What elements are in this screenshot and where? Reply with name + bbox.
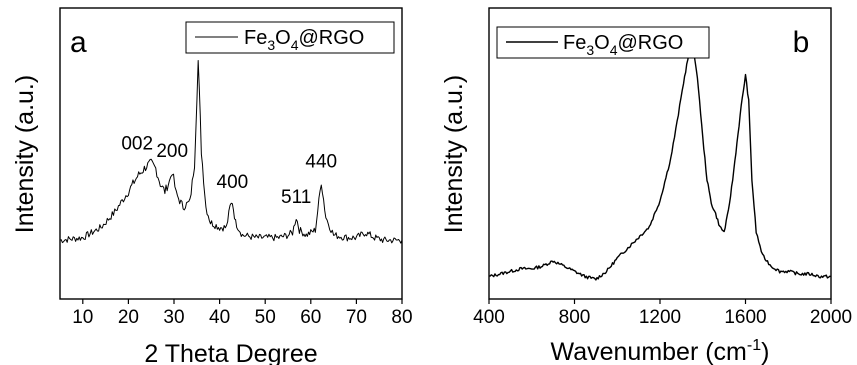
panel-a-plot-frame	[59, 7, 403, 300]
panel-b-x-ticks: 400 800 1200 1600 2000	[473, 299, 852, 328]
panel-a-legend-label: Fe3O4@RGO	[244, 27, 364, 53]
panel-a-peak-label: 440	[305, 151, 337, 172]
panel-b-x-tick-label: 2000	[810, 307, 852, 328]
panel-b-x-tick-label: 1600	[724, 307, 766, 328]
panel-b-x-tick-label: 400	[473, 307, 505, 328]
panel-b-y-axis-title: Intensity (a.u.)	[440, 75, 468, 233]
panel-b-series-line	[488, 46, 832, 281]
panel-b-legend: Fe3O4@RGO	[496, 26, 710, 59]
panel-a-peak-labels: 002200311400511440	[121, 31, 337, 208]
panel-a-y-axis-title: Intensity (a.u.)	[11, 75, 39, 233]
panel-a-legend: Fe3O4@RGO	[185, 21, 395, 54]
panel-a-peak-label: 400	[217, 172, 249, 193]
panel-a-x-axis-title: 2 Theta Degree	[144, 340, 317, 365]
panel-a-x-tick-label: 70	[346, 307, 367, 328]
panel-a-peak-label: 511	[281, 187, 311, 208]
panel-a-x-tick-label: 40	[209, 307, 230, 328]
panel-b-x-axis-title: Wavenumber (cm-1)	[551, 337, 770, 365]
panel-b-chart: 400 800 1200 1600 2000 b Fe3O4@RGO Intensity…	[440, 7, 852, 365]
panel-a-x-tick-label: 10	[72, 307, 93, 328]
panel-b-x-tick-label: 1200	[639, 307, 681, 328]
panel-b-letter: b	[793, 26, 810, 59]
panel-a-x-ticks: 10 20 30 40 50 60 70 80	[72, 299, 413, 328]
panel-a-series-line	[59, 59, 403, 244]
panel-a-x-tick-label: 20	[118, 307, 139, 328]
panel-a-letter: a	[70, 26, 87, 59]
panel-a-x-tick-label: 30	[163, 307, 184, 328]
panel-a-x-tick-label: 60	[300, 307, 321, 328]
panel-a-x-tick-label: 80	[391, 307, 412, 328]
panel-b-legend-label: Fe3O4@RGO	[563, 32, 683, 58]
panel-a-x-tick-label: 50	[255, 307, 276, 328]
panel-b-x-tick-label: 800	[559, 307, 591, 328]
panel-a-peak-label: 002	[121, 133, 153, 154]
panel-a-peak-label: 200	[156, 141, 188, 162]
